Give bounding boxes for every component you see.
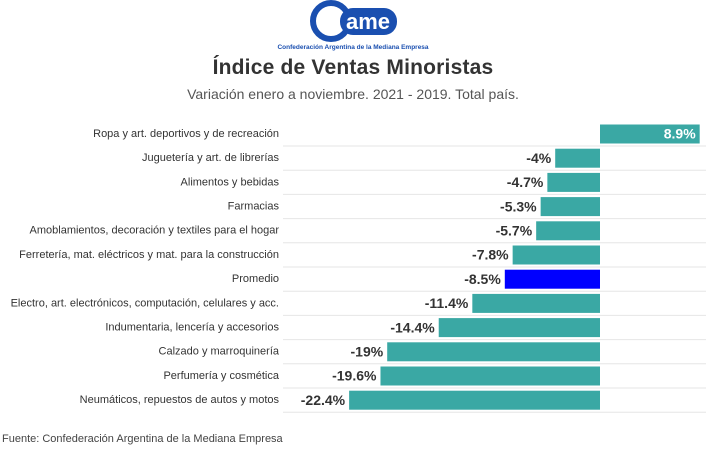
category-label: Amoblamientos, decoración y textiles par…: [30, 225, 280, 237]
category-label: Calzado y marroquinería: [159, 346, 280, 358]
category-label: Neumáticos, repuestos de autos y motos: [80, 394, 280, 406]
bar: [547, 172, 600, 192]
value-label: -22.4%: [301, 392, 346, 408]
category-label: Alimentos y bebidas: [181, 176, 280, 188]
chart-title: Índice de Ventas Minoristas: [212, 56, 494, 79]
logo-caption: Confederación Argentina de la Mediana Em…: [277, 44, 428, 51]
value-label: -19.6%: [332, 368, 377, 384]
bar: [600, 124, 700, 144]
value-label: 8.9%: [664, 126, 696, 142]
category-label: Ropa y art. deportivos y de recreación: [93, 128, 279, 140]
bar: [540, 197, 600, 217]
value-label: -4%: [526, 150, 551, 166]
value-label: -5.3%: [500, 198, 537, 214]
bar-highlight: [504, 269, 600, 289]
bar: [472, 293, 600, 313]
category-label: Juguetería y art. de librerías: [142, 152, 279, 164]
value-label: -7.8%: [472, 247, 509, 263]
value-label: -19%: [351, 344, 384, 360]
logo-wordmark-pill: [340, 8, 397, 35]
value-label: -8.5%: [464, 271, 501, 287]
bar: [555, 148, 600, 168]
source-note: Fuente: Confederación Argentina de la Me…: [2, 433, 283, 445]
logo-wordmark: ame: [346, 9, 390, 34]
bar: [536, 221, 600, 241]
category-label: Electro, art. electrónicos, computación,…: [11, 297, 279, 309]
category-label: Farmacias: [228, 201, 280, 213]
value-label: -11.4%: [425, 295, 469, 311]
category-label: Perfumería y cosmética: [163, 370, 279, 382]
bar: [380, 366, 600, 386]
value-label: -14.4%: [390, 319, 435, 335]
bar: [387, 342, 600, 362]
category-label: Indumentaria, lencería y accesorios: [105, 322, 279, 334]
value-label: -5.7%: [496, 223, 533, 239]
bar: [438, 318, 600, 338]
chart-subtitle: Variación enero a noviembre. 2021 - 2019…: [187, 86, 519, 102]
category-label: Ferretería, mat. eléctricos y mat. para …: [19, 249, 279, 261]
bar: [349, 390, 600, 410]
value-label: -4.7%: [507, 174, 544, 190]
category-label: Promedio: [232, 273, 279, 285]
bar: [512, 245, 600, 265]
came-logo: ame Confederación Argentina de la Median…: [0, 0, 706, 61]
